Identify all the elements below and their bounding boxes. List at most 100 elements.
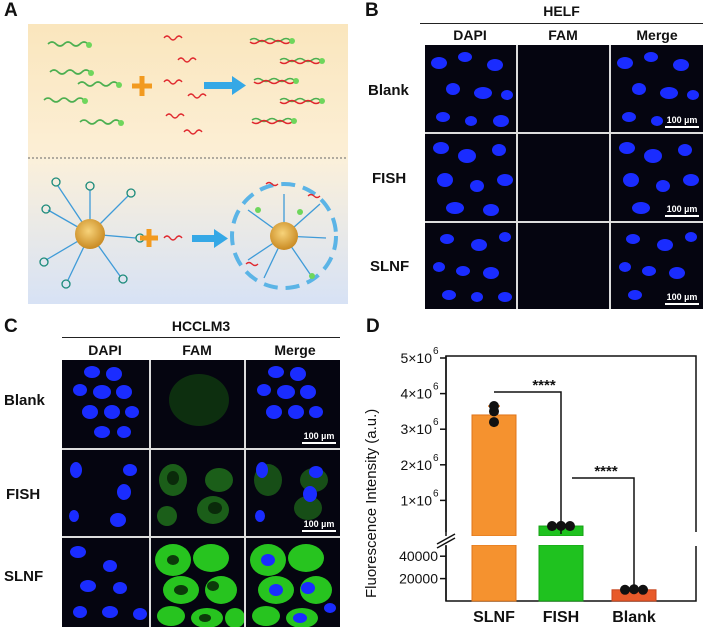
significance-label-2: ****: [594, 463, 618, 480]
helf-slnf-dapi: [425, 223, 516, 309]
helf-blank-dapi: [425, 45, 516, 132]
x-label-fish: FISH: [543, 609, 579, 626]
y-tick-label: 4×10: [400, 386, 432, 402]
data-point-blank: [638, 584, 648, 595]
y-tick-label: 3×10: [400, 421, 432, 437]
hcc-fish-fam: [151, 450, 244, 536]
panel-c-col-fam: FAM: [182, 342, 212, 358]
hcc-fish-dapi: [62, 450, 149, 536]
y-tick-exponent: 6: [433, 417, 439, 428]
data-point-slnf: [489, 401, 499, 412]
panel-label-b: B: [365, 0, 379, 21]
y-tick-label: 5×10: [400, 350, 432, 366]
hcc-blank-scalebar: 100 µm: [302, 431, 336, 444]
panel-b-title: HELF: [543, 3, 580, 19]
helf-slnf-merge: 100 µm: [611, 223, 703, 309]
significance-bracket-1: ****: [494, 377, 562, 534]
x-label-slnf: SLNF: [473, 609, 515, 626]
helf-slnf-scalebar: 100 µm: [665, 292, 699, 305]
helf-fish-merge: 100 µm: [611, 134, 703, 221]
axis-break-mark-1: [436, 533, 456, 545]
y-tick-exponent: 6: [433, 382, 439, 393]
schematic-panel: [28, 24, 348, 304]
panel-c-grid: 100 µm 100 µm: [62, 360, 340, 627]
hcc-fish-merge: 100 µm: [246, 450, 340, 536]
panel-c-col-merge: Merge: [274, 342, 316, 358]
hcc-blank-fam: [151, 360, 244, 448]
y-tick-label: 40000: [399, 548, 438, 564]
y-tick-exponent: 6: [433, 453, 439, 464]
scale-label: 100 µm: [303, 519, 335, 529]
significance-bracket-2: ****: [572, 463, 635, 590]
gold-nanoparticle-right: [270, 222, 298, 250]
released-fluorophores: [255, 207, 315, 279]
schematic-top-bg: [28, 24, 348, 158]
helf-fish-scalebar: 100 µm: [665, 204, 699, 217]
panel-b-grid: 100 µm 100 µm 100 µm: [425, 45, 703, 309]
bar-chart: Fluorescence Intensity (a.u.) 1×10 6 2×10 6…: [354, 340, 708, 627]
scale-label: 100 µm: [666, 292, 698, 302]
hcc-slnf-dapi: [62, 538, 149, 627]
hcc-fish-scalebar: 100 µm: [302, 519, 336, 532]
hybrid-fluorophores: [289, 38, 325, 124]
hybrid-duplexes: [249, 37, 321, 125]
plus-icon-bottom: [140, 229, 158, 247]
arrow-icon-bottom: [192, 229, 228, 248]
data-point-blank: [620, 584, 630, 595]
scale-label: 100 µm: [666, 115, 698, 125]
scale-label: 100 µm: [666, 204, 698, 214]
hcc-slnf-merge: [246, 538, 340, 627]
probe-fluorophores: [82, 42, 124, 126]
released-circle: [230, 182, 338, 290]
y-tick-exponent: 6: [433, 488, 439, 499]
panel-b-col-merge: Merge: [636, 27, 678, 43]
panel-b-row-slnf: SLNF: [370, 258, 410, 275]
gold-nanoparticle-left: [75, 219, 105, 249]
arrow-icon-top: [204, 76, 246, 95]
panel-b-col-fam: FAM: [548, 27, 578, 43]
panel-c-title: HCCLM3: [171, 318, 231, 334]
free-probes: [43, 41, 121, 125]
panel-b-title-rule: [420, 23, 703, 24]
hcc-slnf-fam: [151, 538, 244, 627]
data-point-fish: [547, 521, 557, 532]
bars: [470, 401, 658, 602]
bar-upper-slnf: [471, 414, 517, 537]
plus-icon-top: [132, 76, 152, 96]
panel-label-d: D: [366, 316, 380, 337]
panel-c-col-dapi: DAPI: [88, 342, 122, 358]
helf-slnf-fam: [518, 223, 609, 309]
target-rna-bottom: [163, 235, 183, 241]
significance-label-1: ****: [532, 377, 556, 394]
bar-lower-fish: [538, 544, 584, 602]
y-tick-exponent: 6: [433, 346, 439, 357]
helf-blank-fam: [518, 45, 609, 132]
data-point-slnf: [489, 417, 499, 428]
axis-break-mark-2: [436, 537, 456, 549]
bar-lower-slnf: [471, 544, 517, 602]
panel-label-c: C: [4, 316, 18, 337]
bar-break-stripe: [470, 536, 518, 545]
x-label-blank: Blank: [612, 609, 656, 626]
hcc-blank-merge: 100 µm: [246, 360, 340, 448]
bar-chart-svg: Fluorescence Intensity (a.u.) 1×10 62×10 6…: [363, 346, 704, 626]
y-axis-label: Fluorescence Intensity (a.u.): [363, 409, 380, 598]
helf-fish-dapi: [425, 134, 516, 221]
panel-c-row-fish: FISH: [6, 486, 41, 503]
panel-c-row-slnf: SLNF: [4, 568, 44, 585]
panel-b-row-fish: FISH: [372, 170, 407, 187]
schematic-svg: [28, 24, 348, 304]
panel-label-a: A: [4, 0, 18, 21]
y-tick-label: 20000: [399, 571, 438, 587]
bar-break-stripe: [537, 536, 585, 545]
helf-fish-fam: [518, 134, 609, 221]
panel-b-row-blank: Blank: [368, 82, 409, 99]
helf-blank-scalebar: 100 µm: [665, 115, 699, 128]
panel-c-title-rule: [62, 337, 340, 338]
target-rna: [163, 35, 207, 135]
y-tick-label: 2×10: [400, 457, 432, 473]
scale-label: 100 µm: [303, 431, 335, 441]
hcc-blank-dapi: [62, 360, 149, 448]
y-ticks-lower: 20000 40000: [399, 548, 446, 587]
y-ticks-upper: 1×10 62×10 63×10 64×10 65×10 6: [400, 346, 446, 508]
